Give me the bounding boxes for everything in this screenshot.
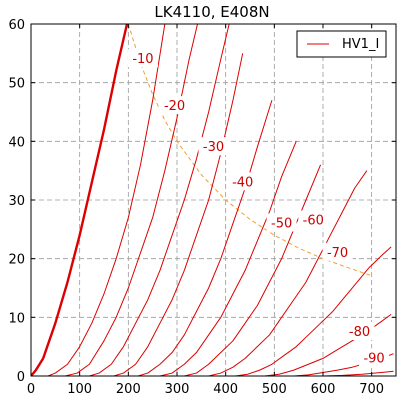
curve-label-bg bbox=[322, 242, 353, 261]
series-line-grid-30 bbox=[89, 24, 230, 376]
y-tick-label: 60 bbox=[8, 18, 25, 33]
series-line-grid-20 bbox=[64, 24, 199, 376]
x-tick-label: 500 bbox=[262, 382, 287, 397]
series-line-grid-80 bbox=[208, 170, 368, 376]
curve-label-bg bbox=[227, 172, 258, 191]
series-layer bbox=[31, 24, 394, 376]
series-line-grid-120 bbox=[322, 370, 394, 376]
curve-label: -40 bbox=[232, 175, 253, 190]
legend-label: HV1_I bbox=[342, 37, 379, 52]
x-tick-label: 200 bbox=[116, 382, 141, 397]
curve-label: -70 bbox=[327, 246, 348, 261]
dissipation-layer bbox=[127, 24, 372, 277]
y-tick-label: 30 bbox=[8, 194, 25, 209]
curve-label-layer: -10 -20 -30 -40 -50 -60 -70 -80 -90 bbox=[127, 49, 390, 367]
curve-label-bg bbox=[344, 322, 375, 340]
x-tick-label: 400 bbox=[213, 382, 238, 397]
curve-label: -60 bbox=[303, 214, 324, 229]
x-tick-label: 100 bbox=[67, 382, 92, 397]
max-dissipation-curve bbox=[127, 24, 372, 277]
y-tick-label: 40 bbox=[8, 135, 25, 150]
chart-title: LK4110, E408N bbox=[154, 3, 269, 21]
y-tick-label: 20 bbox=[8, 253, 25, 268]
series-line-grid-60 bbox=[159, 141, 297, 376]
y-tick-label: 0 bbox=[17, 370, 25, 385]
y-tick-label: 10 bbox=[8, 311, 25, 326]
curve-label-bg bbox=[198, 137, 229, 156]
legend: HV1_I bbox=[296, 30, 387, 58]
curve-label: -50 bbox=[271, 216, 292, 231]
curve-label-bg bbox=[159, 96, 190, 115]
curve-label-bg bbox=[266, 213, 297, 232]
x-tick-label: 700 bbox=[359, 382, 384, 397]
curve-label-bg bbox=[298, 210, 329, 229]
tick-layer: 0 100 200 300 400 500 600 700 0 10 20 30 40 50 60 bbox=[8, 18, 396, 397]
curve-label: -20 bbox=[164, 99, 185, 114]
curve-label: -90 bbox=[363, 351, 384, 366]
curve-label: -80 bbox=[349, 325, 370, 340]
x-tick-label: 300 bbox=[165, 382, 190, 397]
x-tick-label: 600 bbox=[311, 382, 336, 397]
curve-label: -10 bbox=[132, 52, 153, 67]
series-line-grid-70 bbox=[184, 164, 322, 376]
series-line-grid-90 bbox=[235, 246, 392, 376]
y-tick-label: 50 bbox=[8, 77, 25, 92]
axes-layer bbox=[30, 23, 397, 377]
curve-label: -30 bbox=[203, 140, 224, 155]
plot-frame bbox=[30, 23, 397, 377]
series-line-grid-0 bbox=[31, 24, 129, 376]
curve-label-bg bbox=[359, 348, 390, 367]
curve-label-bg bbox=[127, 49, 158, 68]
grid-layer bbox=[31, 24, 396, 376]
series-line-grid-10 bbox=[47, 24, 166, 376]
x-tick-label: 0 bbox=[27, 382, 35, 397]
